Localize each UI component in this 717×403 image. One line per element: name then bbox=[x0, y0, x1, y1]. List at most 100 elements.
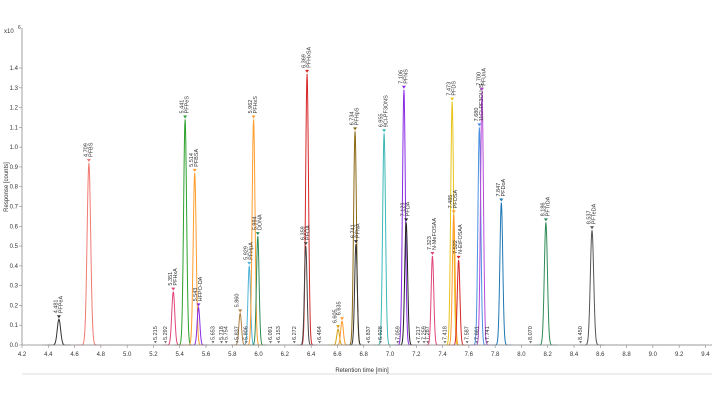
minor-peak-marker bbox=[235, 341, 239, 344]
minor-peak-rt-label: 7.741 bbox=[485, 326, 491, 340]
minor-peak-rt-label: 5.906 bbox=[244, 326, 250, 340]
minor-peak-rt-label: 7.287 bbox=[425, 326, 431, 340]
peak-apex-marker bbox=[404, 218, 409, 222]
minor-peak-rt-label: 7.587 bbox=[465, 326, 471, 340]
peak-rt-label: 6.359 bbox=[300, 226, 306, 240]
peak-apex-marker bbox=[430, 251, 435, 255]
peak-apex-marker bbox=[171, 287, 176, 291]
minor-peak-marker bbox=[292, 341, 296, 344]
minor-peak-marker bbox=[367, 341, 371, 344]
x-tick-label: 6.6 bbox=[333, 352, 342, 358]
minor-peak-marker bbox=[475, 341, 479, 344]
x-tick-label: 4.4 bbox=[44, 352, 53, 358]
y-tick-label: 0.9 bbox=[10, 165, 19, 171]
y-axis-ticks: 0.0 0.1 0.2 0.3 0.4 0.5 0.6 0.7 0.8 0.9 1.0 1.1 1.2 1… bbox=[10, 66, 22, 349]
minor-peak-marker bbox=[211, 341, 215, 344]
peak-apex-marker bbox=[255, 232, 260, 236]
peak-compound-label: 11Cl-PF3OUdS bbox=[479, 83, 485, 121]
x-tick-label: 8.8 bbox=[622, 352, 631, 358]
peak-apex-marker bbox=[196, 303, 201, 307]
peak-rt-label: 5.962 bbox=[248, 100, 254, 114]
x-tick-label: 4.6 bbox=[70, 352, 79, 358]
minor-peak-rt-label: 6.837 bbox=[366, 326, 372, 340]
peak-apex-marker bbox=[340, 317, 345, 321]
peak-apex-marker bbox=[251, 115, 256, 119]
x-tick-label: 5.2 bbox=[149, 352, 158, 358]
x-tick-label: 9.2 bbox=[675, 352, 684, 358]
x-tick-label: 6.4 bbox=[307, 352, 316, 358]
peak-compound-label: 9Cl-PF3ONS bbox=[384, 95, 390, 127]
x-tick-label: 6.0 bbox=[254, 352, 263, 358]
minor-peak-marker bbox=[379, 341, 383, 344]
peak-apex-marker bbox=[477, 123, 482, 127]
x-axis-ticks: 4.2 4.4 4.6 4.8 5.0 5.2 5.4 5.6 5.8 6.0 6.2 6.4 6.6 6… bbox=[18, 345, 710, 358]
peak-apex-marker bbox=[353, 127, 358, 131]
peak-rt-label: 8.186 bbox=[540, 203, 546, 217]
minor-peak-marker bbox=[164, 341, 168, 344]
y-tick-label: 0.6 bbox=[10, 224, 19, 230]
peak-apex-marker bbox=[238, 309, 243, 313]
minor-peak-marker bbox=[220, 341, 224, 344]
peak-labels: 4.481 PFPeA 4.709 PFBS 5.351 PFHxA 5.441 PFPeS 5… bbox=[53, 47, 598, 344]
y-tick-label: 1.0 bbox=[10, 145, 19, 151]
peak-apex-marker bbox=[456, 255, 461, 259]
peak-rt-label: 5.514 bbox=[189, 153, 195, 167]
peak-apex-marker bbox=[56, 315, 61, 319]
peak-apex-marker bbox=[480, 87, 484, 91]
minor-peak-marker bbox=[318, 341, 322, 344]
x-tick-label: 8.0 bbox=[517, 352, 526, 358]
x-tick-label: 7.6 bbox=[465, 352, 474, 358]
x-tick-label: 6.2 bbox=[281, 352, 290, 358]
minor-peak-rt-label: 5.718 bbox=[219, 326, 225, 340]
peak-rt-label: 6.605 bbox=[333, 309, 339, 323]
x-tick-label: 4.2 bbox=[18, 352, 27, 358]
minor-peak-marker bbox=[529, 341, 533, 344]
minor-peak-rt-label: 6.928 bbox=[378, 326, 384, 340]
peak-rt-label: 6.369 bbox=[302, 54, 308, 68]
peak-apex-marker bbox=[499, 198, 504, 202]
peak-rt-label: 4.709 bbox=[83, 143, 89, 157]
x-tick-label: 5.8 bbox=[228, 352, 237, 358]
peak-rt-label: 7.522 bbox=[453, 240, 459, 254]
peak-rt-label: 7.123 bbox=[401, 203, 407, 217]
y-tick-label: 0.7 bbox=[10, 205, 19, 211]
minor-peak-marker bbox=[417, 341, 421, 344]
peak-rt-label: 5.543 bbox=[193, 288, 199, 302]
peak-compound-label: PFPeA bbox=[58, 296, 64, 314]
peak-compound-label: PFHxS bbox=[253, 96, 259, 114]
x-tick-label: 7.2 bbox=[412, 352, 421, 358]
peak-compound-label: PFOA bbox=[305, 225, 311, 240]
minor-peak-rt-label: 7.661 bbox=[474, 326, 480, 340]
peak-compound-label: N-EtFOSAA bbox=[458, 224, 464, 254]
peak-rt-label: 6.635 bbox=[337, 301, 343, 315]
peak-apex-marker bbox=[336, 325, 341, 329]
peak-rt-label: 7.323 bbox=[427, 236, 433, 250]
peak-compound-label: PFUnA bbox=[482, 68, 488, 86]
minor-peak-marker bbox=[426, 341, 430, 344]
minor-peak-rt-label: 7.418 bbox=[442, 326, 448, 340]
x-tick-label: 5.6 bbox=[202, 352, 211, 358]
peak-apex-marker bbox=[451, 210, 456, 214]
x-tick-label: 7.0 bbox=[386, 352, 395, 358]
peak-rt-label: 7.680 bbox=[474, 108, 480, 122]
x-tick-label: 7.8 bbox=[491, 352, 500, 358]
peak-rt-label: 8.537 bbox=[587, 210, 593, 224]
peak-rt-label: 4.481 bbox=[53, 300, 59, 314]
peak-rt-label: 5.860 bbox=[235, 294, 241, 308]
minor-peak-rt-label: 7.217 bbox=[416, 326, 422, 340]
peak-rt-label: 5.994 bbox=[252, 216, 258, 230]
x-tick-label: 5.0 bbox=[123, 352, 132, 358]
peak-apex-marker bbox=[247, 261, 252, 265]
peak-compound-label: PFPeS bbox=[185, 96, 191, 114]
minor-peak-rt-label: 5.215 bbox=[153, 326, 159, 340]
minor-peak-rt-label: 5.754 bbox=[224, 326, 230, 340]
y-tick-label: 0.1 bbox=[10, 323, 19, 329]
peak-compound-label: PFHpS bbox=[355, 107, 361, 125]
peak-rt-label: 6.741 bbox=[350, 224, 356, 238]
peak-apex-marker bbox=[450, 97, 455, 101]
x-tick-label: 8.2 bbox=[544, 352, 553, 358]
peak-compound-label: PFDS bbox=[452, 81, 458, 96]
peak-apex-marker bbox=[401, 85, 406, 89]
peak-compound-label: PFBSA bbox=[194, 148, 200, 166]
